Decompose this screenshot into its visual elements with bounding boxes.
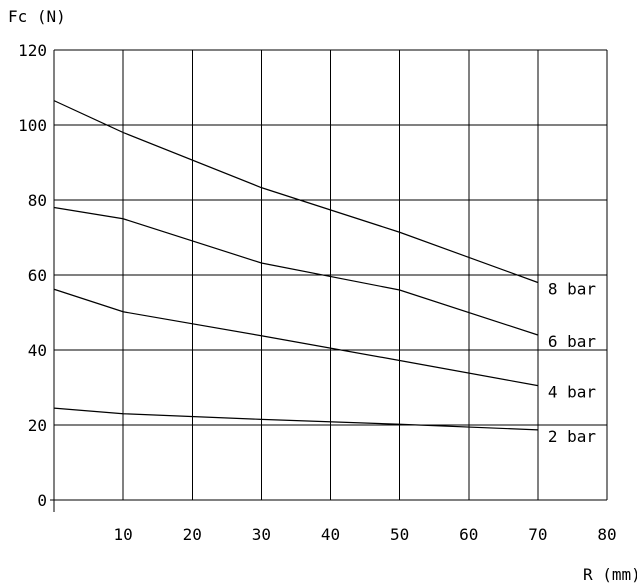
series-label-6-bar: 6 bar [548,332,597,351]
series-line-2-bar [53,407,538,431]
series-label-2-bar: 2 bar [548,427,597,446]
y-tick-label-20: 20 [28,416,47,435]
y-tick-label-0: 0 [37,491,47,510]
x-tick-label-40: 40 [321,525,340,544]
grid [54,49,608,500]
y-tick-label-60: 60 [28,266,47,285]
series-label-8-bar: 8 bar [548,280,597,299]
axes [50,50,607,512]
series-label-4-bar: 4 bar [548,383,597,402]
y-tick-label-40: 40 [28,341,47,360]
y-tick-label-120: 120 [18,41,47,60]
series-line-8-bar [53,100,539,284]
y-axis-label: Fc (N) [8,7,66,26]
series-line-6-bar [53,206,539,336]
tick-labels: 0 20 40 60 80 100 120 10 20 30 40 50 60 70 80 [18,41,617,544]
x-axis-label: R (mm) [583,565,637,584]
x-tick-label-20: 20 [183,525,202,544]
x-tick-label-50: 50 [390,525,409,544]
x-tick-label-30: 30 [252,525,271,544]
series-line-4-bar [53,288,538,387]
series-labels: 8 bar 6 bar 4 bar 2 bar [548,280,597,446]
x-tick-label-70: 70 [528,525,547,544]
x-tick-label-80: 80 [597,525,616,544]
y-tick-label-100: 100 [18,116,47,135]
x-tick-label-10: 10 [113,525,132,544]
x-tick-label-60: 60 [459,525,478,544]
series-lines [53,100,539,431]
y-tick-label-80: 80 [28,191,47,210]
